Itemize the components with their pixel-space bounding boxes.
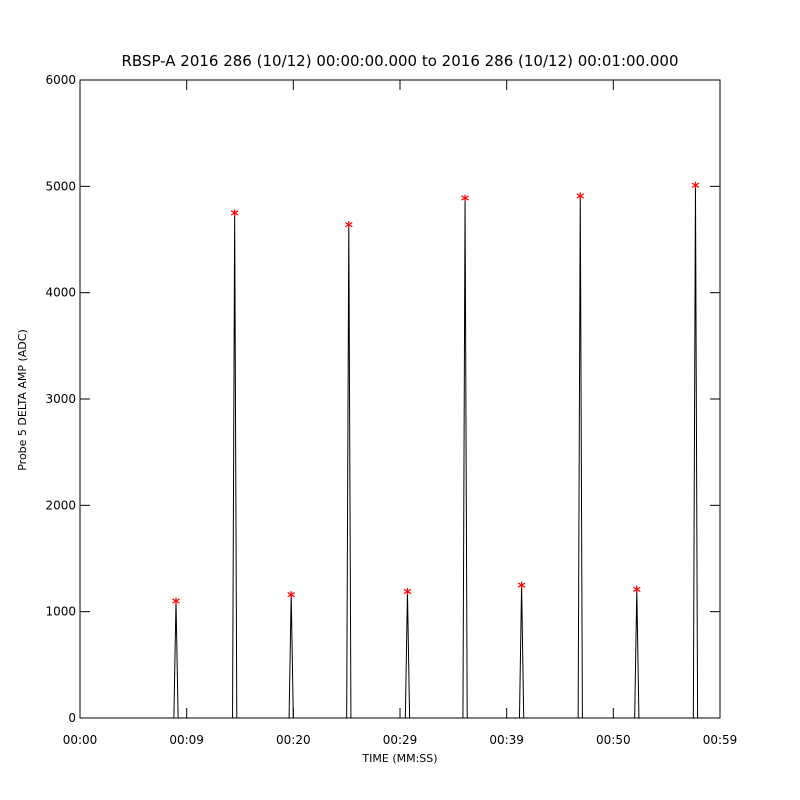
marker-stroke <box>230 210 239 216</box>
x-tick-label: 00:39 <box>489 733 524 747</box>
y-axis-label: Probe 5 DELTA AMP (ADC) <box>16 329 29 471</box>
marker-stroke <box>344 221 353 228</box>
y-tick-label: 2000 <box>45 498 76 512</box>
marker-stroke <box>461 195 469 201</box>
peak-marker <box>632 585 641 593</box>
y-tick-label: 6000 <box>45 73 76 87</box>
marker-stroke <box>632 586 641 592</box>
x-axis-label: TIME (MM:SS) <box>361 752 437 765</box>
peak-marker <box>172 597 180 605</box>
peak-marker <box>230 209 239 217</box>
peak-marker <box>403 587 412 595</box>
x-tick-label: 00:00 <box>63 733 98 747</box>
marker-stroke <box>576 193 585 199</box>
x-tick-label: 00:09 <box>169 733 204 747</box>
y-tick-label: 0 <box>68 711 76 725</box>
x-tick-label: 00:29 <box>383 733 418 747</box>
y-tick-label: 1000 <box>45 605 76 619</box>
y-tick-label: 3000 <box>45 392 76 406</box>
y-tick-label: 4000 <box>45 286 76 300</box>
marker-stroke <box>517 582 526 588</box>
peak-marker <box>287 591 296 599</box>
peak-marker <box>576 192 585 200</box>
chart-title: RBSP-A 2016 286 (10/12) 00:00:00.000 to … <box>121 52 678 70</box>
x-tick-label: 00:20 <box>276 733 311 747</box>
peak-marker <box>517 581 526 589</box>
marker-stroke <box>403 588 412 595</box>
x-tick-label: 00:59 <box>703 733 738 747</box>
x-tick-label: 00:50 <box>596 733 631 747</box>
y-tick-label: 5000 <box>45 179 76 193</box>
marker-stroke <box>172 598 180 604</box>
peak-marker <box>691 181 700 189</box>
marker-stroke <box>691 182 700 188</box>
marker-stroke <box>287 592 296 598</box>
peak-marker <box>344 221 353 229</box>
peak-marker <box>461 194 469 202</box>
